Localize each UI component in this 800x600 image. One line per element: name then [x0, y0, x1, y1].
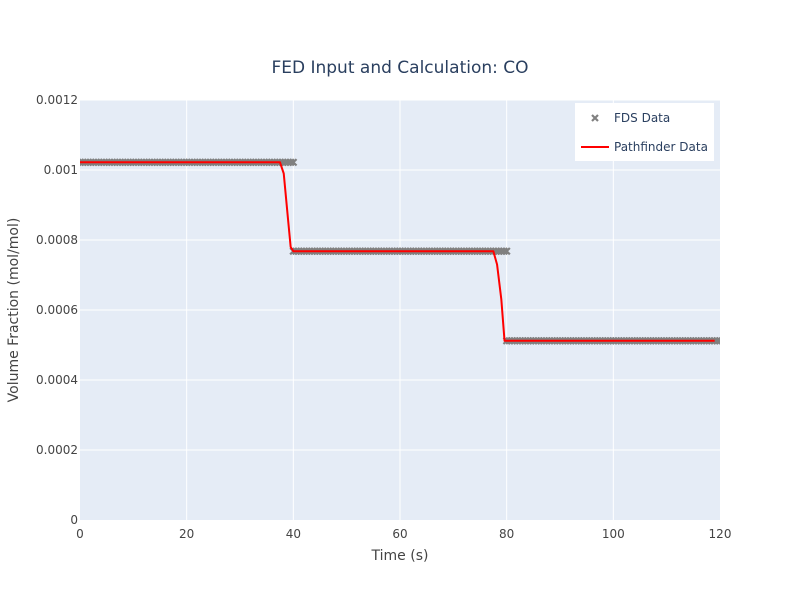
- fds-data-point: [502, 247, 511, 256]
- x-tick-label: 100: [602, 527, 625, 541]
- data-layer: [80, 158, 720, 345]
- y-tick-label: 0: [70, 513, 78, 527]
- x-tick-label: 80: [499, 527, 514, 541]
- fds-data-point: [716, 336, 720, 345]
- y-axis-title: Volume Fraction (mol/mol): [6, 218, 22, 403]
- y-tick-label: 0.0004: [36, 373, 78, 387]
- y-tick-label: 0.0008: [36, 233, 78, 247]
- fds-data-point: [500, 247, 508, 256]
- y-tick-label: 0.001: [44, 163, 78, 177]
- fds-data-point: [286, 158, 295, 167]
- y-tick-label: 0.0002: [36, 443, 78, 457]
- series-pathfinder-data-line: [80, 161, 715, 342]
- chart-title: FED Input and Calculation: CO: [271, 58, 528, 78]
- legend-box: [575, 103, 714, 161]
- x-tick-label: 0: [76, 527, 84, 541]
- legend-label-fds-data: FDS Data: [614, 111, 670, 125]
- tick-labels: 0 20 40 60 80 100 120 0 0.0002 0.0004 0.0006 0.0008…: [36, 93, 731, 541]
- fds-data-point: [289, 158, 298, 167]
- y-tick-label: 0.0006: [36, 303, 78, 317]
- x-tick-label: 60: [392, 527, 407, 541]
- legend-label-pathfinder-data: Pathfinder Data: [614, 140, 708, 154]
- x-tick-label: 120: [709, 527, 732, 541]
- x-tick-label: 20: [179, 527, 194, 541]
- gridlines: [80, 99, 720, 520]
- x-tick-label: 40: [286, 527, 301, 541]
- legend-fds-marker-icon: [591, 114, 599, 122]
- fds-data-point: [713, 336, 720, 345]
- legend: FDS Data Pathfinder Data: [575, 103, 714, 161]
- x-axis-title: Time (s): [371, 548, 429, 564]
- y-tick-label: 0.0012: [36, 93, 78, 107]
